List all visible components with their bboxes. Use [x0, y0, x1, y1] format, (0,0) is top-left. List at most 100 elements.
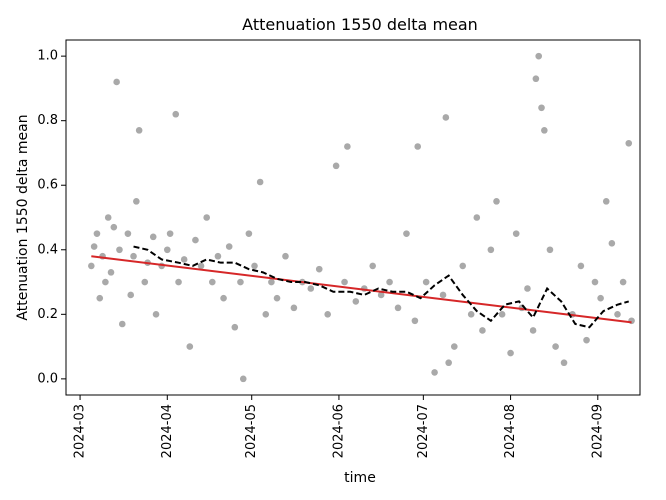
y-tick-label: 0.0 [37, 371, 58, 386]
trend-line-layer [91, 255, 632, 324]
data-point [268, 278, 275, 286]
data-point [245, 230, 253, 237]
data-point [369, 262, 377, 270]
y-axis-title: Attenuation 1550 delta mean [15, 114, 31, 320]
data-point [307, 285, 315, 292]
data-point [507, 349, 514, 357]
data-point [130, 252, 137, 260]
data-point [422, 278, 430, 286]
data-point [344, 143, 351, 150]
data-point [135, 127, 143, 134]
data-point [473, 214, 481, 221]
x-axis-title: time [344, 470, 376, 486]
data-point [180, 256, 188, 263]
data-point [442, 114, 450, 121]
data-point [597, 294, 604, 302]
data-point [479, 327, 486, 334]
data-point [214, 252, 222, 260]
data-point [113, 78, 120, 86]
y-axis: 0.0 0.2 0.4 0.6 0.8 1.0 [37, 49, 66, 386]
y-tick-label: 0.8 [37, 113, 58, 128]
data-point [256, 178, 264, 186]
data-point [591, 278, 599, 286]
data-point [386, 278, 393, 286]
data-point [614, 311, 621, 318]
data-point [175, 278, 182, 286]
data-point [251, 262, 258, 270]
data-point [225, 243, 233, 250]
data-point [608, 240, 616, 247]
x-axis: 2024-03 2024-04 2024-05 2024-06 2024-07 2024-… [73, 395, 605, 458]
data-point [282, 252, 289, 260]
data-point [116, 246, 123, 254]
data-point [172, 110, 180, 118]
data-point [439, 291, 447, 299]
data-point [352, 298, 360, 305]
y-tick-label: 0.6 [37, 178, 58, 193]
data-point [290, 304, 298, 312]
rolling-mean-line [133, 245, 630, 329]
data-point [107, 269, 115, 276]
data-point [209, 278, 216, 286]
data-point [445, 359, 452, 367]
data-point [186, 343, 194, 350]
data-point [498, 311, 506, 318]
data-point [90, 243, 98, 250]
data-point [192, 236, 199, 244]
x-tick-label: 2024-08 [503, 404, 518, 458]
data-point [141, 278, 149, 286]
data-point [512, 230, 520, 237]
data-point [411, 317, 419, 325]
data-point [332, 162, 340, 170]
data-point [560, 359, 568, 367]
trend-line [91, 255, 632, 324]
data-point [341, 278, 348, 286]
data-point [459, 262, 467, 270]
data-point [166, 230, 174, 237]
data-point [231, 323, 239, 331]
data-point [583, 336, 590, 344]
data-point [110, 223, 118, 231]
data-point [431, 369, 438, 376]
data-point [203, 214, 210, 221]
data-point [197, 262, 205, 270]
data-point [487, 246, 495, 254]
x-tick-label: 2024-09 [590, 404, 605, 458]
x-tick-label: 2024-03 [73, 404, 88, 458]
data-point [577, 262, 585, 270]
data-point [102, 278, 109, 286]
data-point [403, 230, 410, 237]
data-point [152, 311, 160, 318]
scatter-points-layer [88, 52, 635, 383]
data-point [493, 198, 500, 205]
y-tick-label: 0.4 [37, 242, 58, 257]
rolling-mean-layer [133, 245, 630, 329]
data-point [149, 233, 157, 241]
data-point [124, 230, 132, 237]
data-point [535, 52, 543, 60]
x-tick-label: 2024-06 [331, 404, 346, 458]
data-point [619, 278, 627, 286]
data-point [262, 311, 270, 318]
y-tick-label: 1.0 [37, 49, 58, 64]
data-point [394, 304, 402, 312]
data-point [93, 230, 101, 237]
data-point [118, 320, 126, 328]
data-point [96, 294, 104, 302]
data-point [450, 343, 458, 350]
data-point [163, 246, 171, 254]
data-point [104, 214, 112, 221]
data-point [524, 285, 531, 292]
plot-area-frame [65, 39, 641, 396]
data-point [538, 104, 545, 112]
data-point [239, 375, 247, 383]
data-point [237, 278, 244, 286]
data-point [133, 198, 140, 205]
y-tick-label: 0.2 [37, 307, 58, 322]
chart-title: Attenuation 1550 delta mean [242, 15, 478, 34]
data-point [377, 291, 385, 299]
data-point [552, 343, 559, 350]
data-point [529, 327, 537, 334]
data-point [467, 311, 475, 318]
